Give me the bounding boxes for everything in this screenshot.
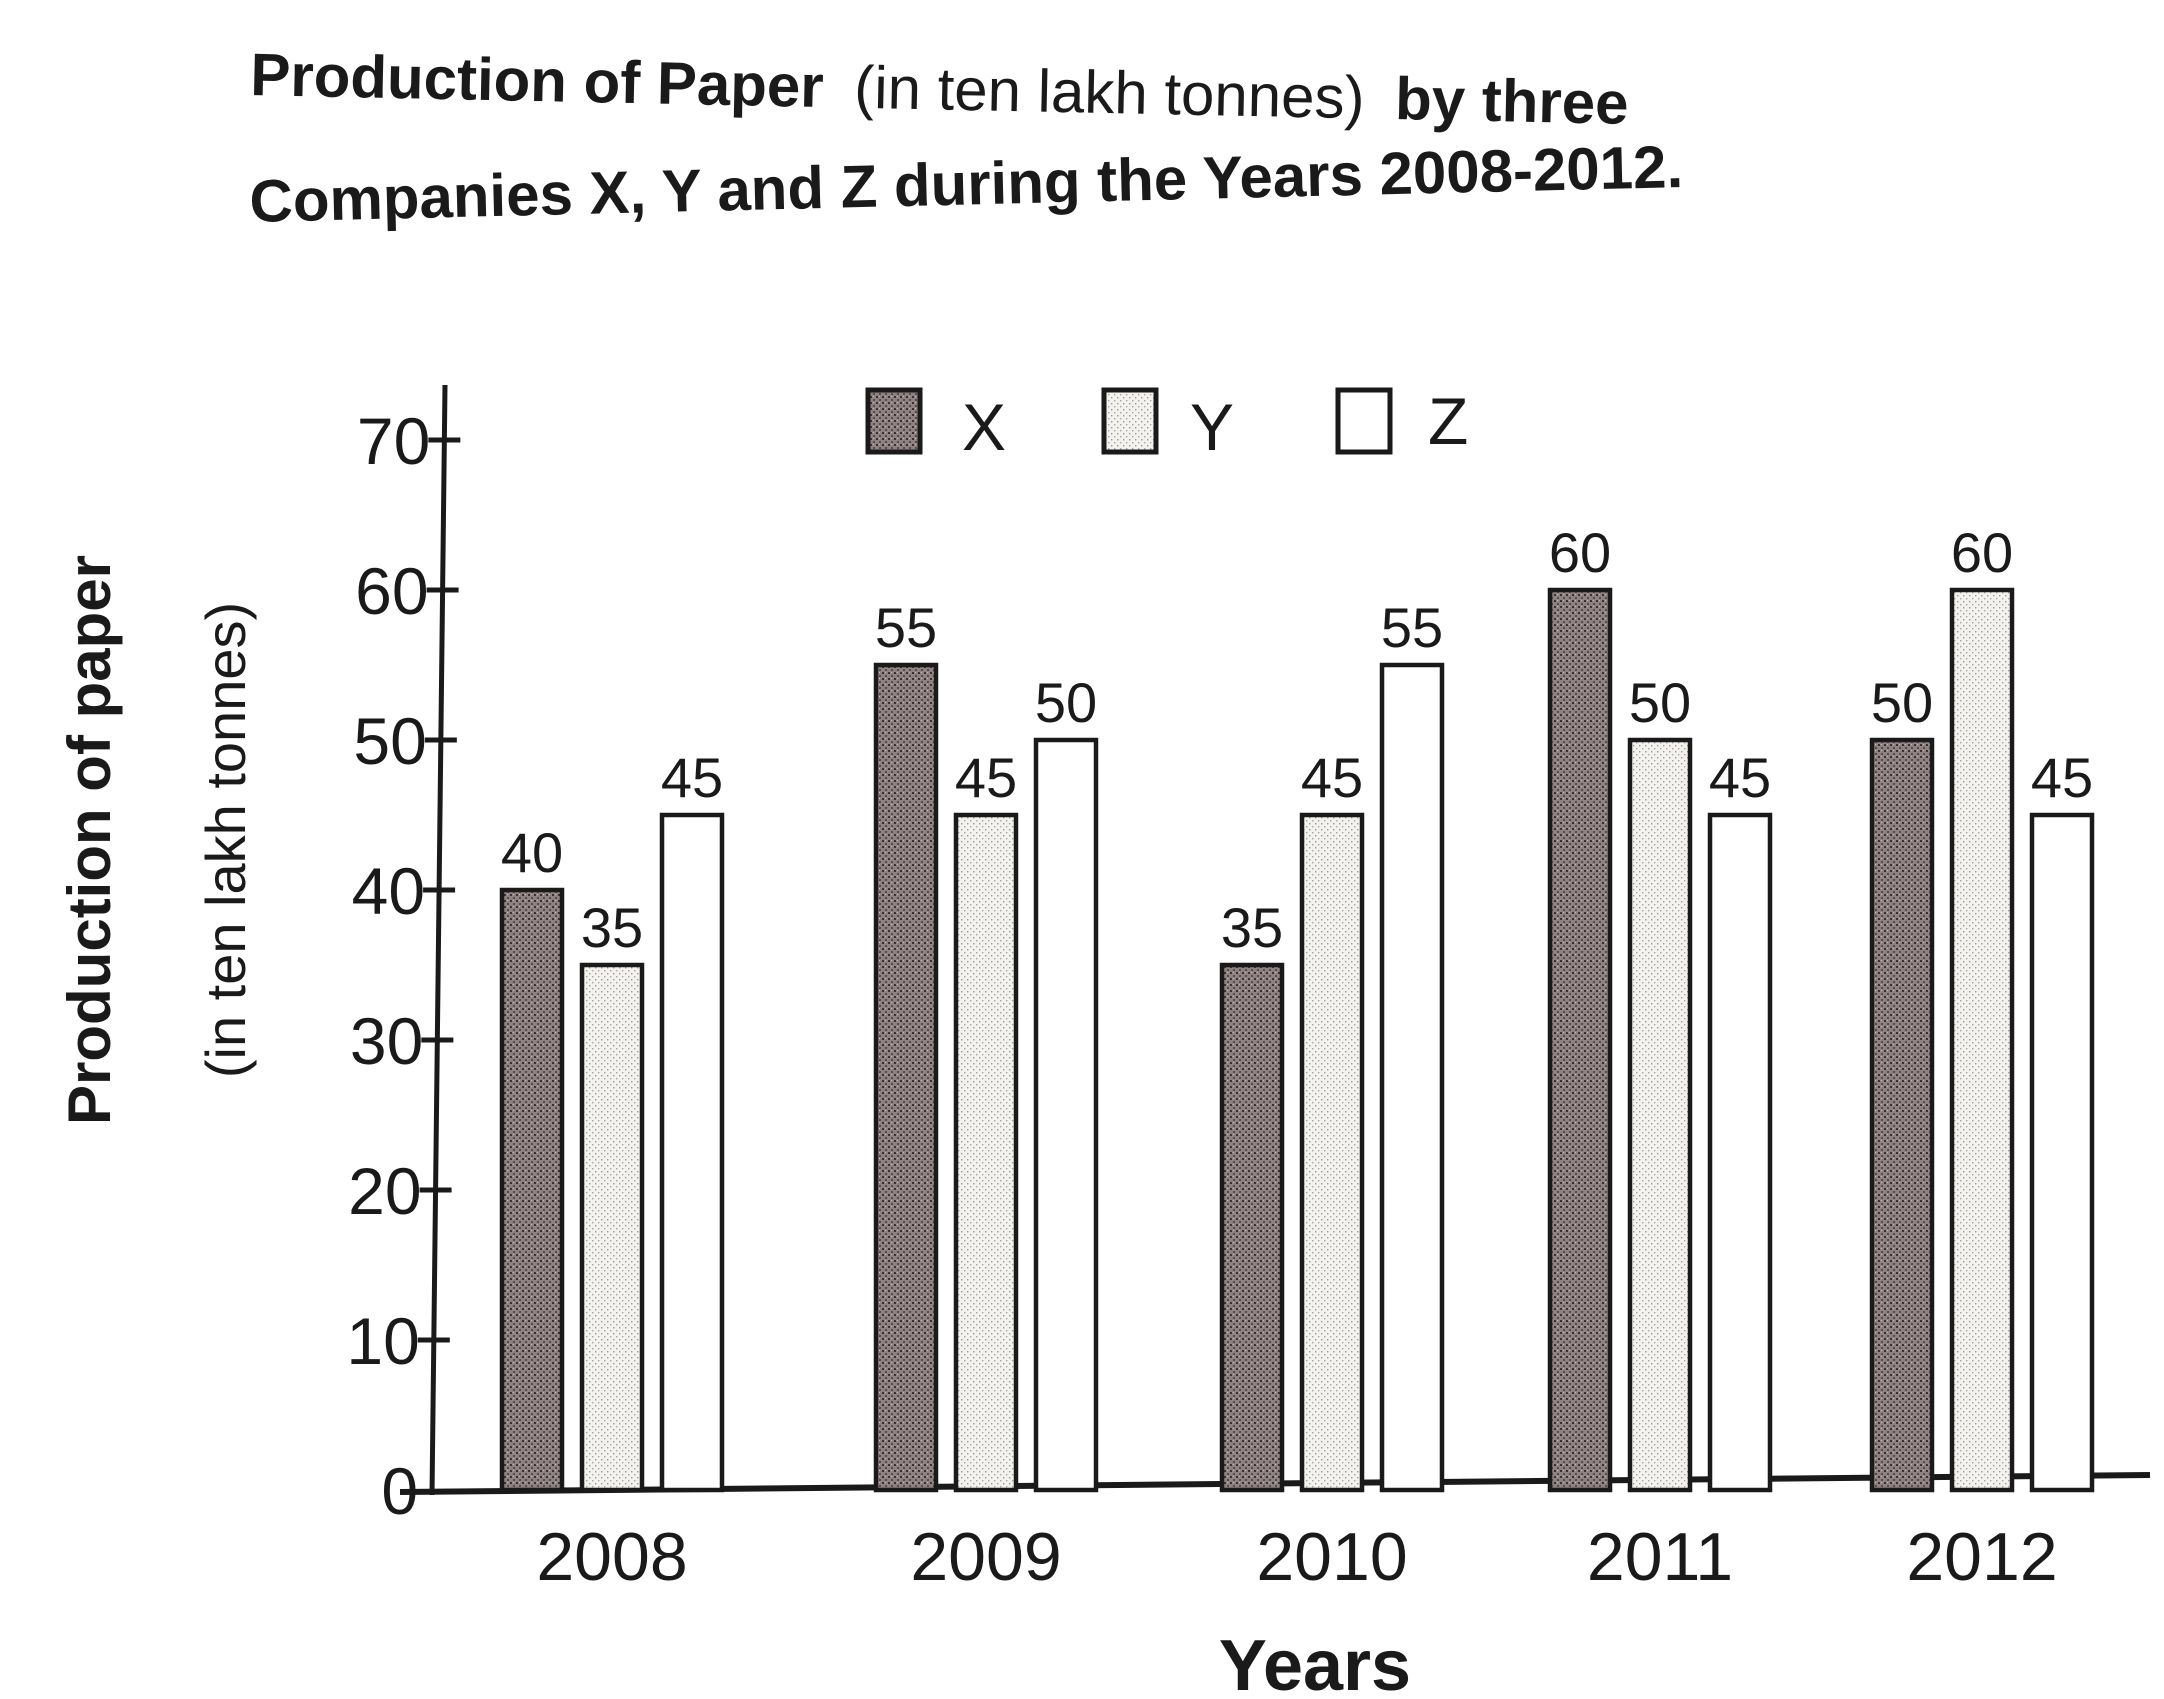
data-label-z-2011: 45: [1709, 746, 1771, 809]
bar-y-2012: [1949, 587, 2015, 1493]
y-tick-label: 50: [353, 704, 426, 778]
y-tick-label: 40: [352, 854, 425, 928]
data-label-z-2012: 45: [2031, 746, 2093, 809]
data-label-x-2008: 40: [501, 821, 563, 884]
bar-y-2010: [1299, 812, 1365, 1493]
bar-x-2011: [1547, 587, 1613, 1493]
bar-y-2008: [579, 962, 645, 1493]
data-label-x-2012: 50: [1871, 671, 1933, 734]
x-tick-label: 2012: [1906, 1519, 2057, 1595]
legend-label-x: X: [962, 390, 1006, 464]
y-tick-label: 0: [381, 1454, 418, 1528]
bar-z-2010: [1379, 662, 1445, 1493]
bars: 40 55 35 60 50 35 45 45 50 60 45 50 55 45 45: [499, 521, 2095, 1493]
y-ticks: 0 10 20 30 40 50 60 70: [346, 404, 461, 1528]
bar-z-2009: [1033, 737, 1099, 1493]
x-tick-label: 2010: [1256, 1519, 1407, 1595]
y-axis-label-line1: Production of paper: [56, 555, 123, 1125]
y-axis-line: [429, 384, 448, 1496]
legend-swatch-z: [1335, 387, 1393, 455]
y-tick-label: 60: [355, 554, 428, 628]
y-tick-label: 10: [346, 1304, 419, 1378]
data-label-y-2008: 35: [581, 896, 643, 959]
y-axis-label: Production of paper (in ten lakh tonnes): [56, 555, 257, 1125]
data-label-x-2011: 60: [1549, 521, 1611, 584]
legend: X Y Z: [865, 384, 1468, 464]
data-label-z-2010: 55: [1381, 596, 1443, 659]
data-label-y-2011: 50: [1629, 671, 1691, 734]
data-label-y-2012: 60: [1951, 521, 2013, 584]
title-part-c: by three: [1394, 65, 1629, 137]
x-tick-label: 2009: [910, 1519, 1061, 1595]
data-label-z-2008: 45: [661, 746, 723, 809]
bar-y-2011: [1627, 737, 1693, 1493]
legend-swatch-y: [1101, 387, 1159, 455]
legend-label-y: Y: [1190, 390, 1234, 464]
x-tick-label: 2011: [1587, 1519, 1733, 1595]
x-tick-label: 2008: [536, 1519, 687, 1595]
bar-x-2008: [499, 887, 565, 1493]
y-tick-label: 70: [357, 404, 430, 478]
y-axis-label-line2: (in ten lakh tonnes): [194, 602, 257, 1078]
x-axis-label: Years: [1219, 1626, 1411, 1699]
legend-swatch-x: [865, 387, 923, 455]
bar-z-2008: [659, 812, 725, 1493]
data-label-y-2010: 45: [1301, 746, 1363, 809]
title-part-b: (in ten lakh tonnes): [854, 54, 1366, 132]
bar-x-2012: [1869, 737, 1935, 1493]
title-part-a: Production of Paper: [250, 41, 825, 120]
data-label-x-2009: 55: [875, 596, 937, 659]
bar-z-2012: [2029, 812, 2095, 1493]
bar-y-2009: [953, 812, 1019, 1493]
bar-x-2010: [1219, 962, 1285, 1493]
bar-x-2009: [873, 662, 939, 1493]
data-label-x-2010: 35: [1221, 896, 1283, 959]
chart-title-line2: Companies X, Y and Z during the Years 20…: [249, 133, 1684, 235]
x-ticks: 2008 2009 2010 2011 2012: [536, 1519, 2057, 1595]
y-tick-label: 30: [350, 1004, 423, 1078]
chart-title-line1: Production of Paper (in ten lakh tonnes)…: [250, 41, 1630, 137]
data-label-z-2009: 50: [1035, 671, 1097, 734]
bar-z-2011: [1707, 812, 1773, 1493]
data-label-y-2009: 45: [955, 746, 1017, 809]
y-tick-label: 20: [348, 1154, 421, 1228]
legend-label-z: Z: [1428, 384, 1468, 458]
